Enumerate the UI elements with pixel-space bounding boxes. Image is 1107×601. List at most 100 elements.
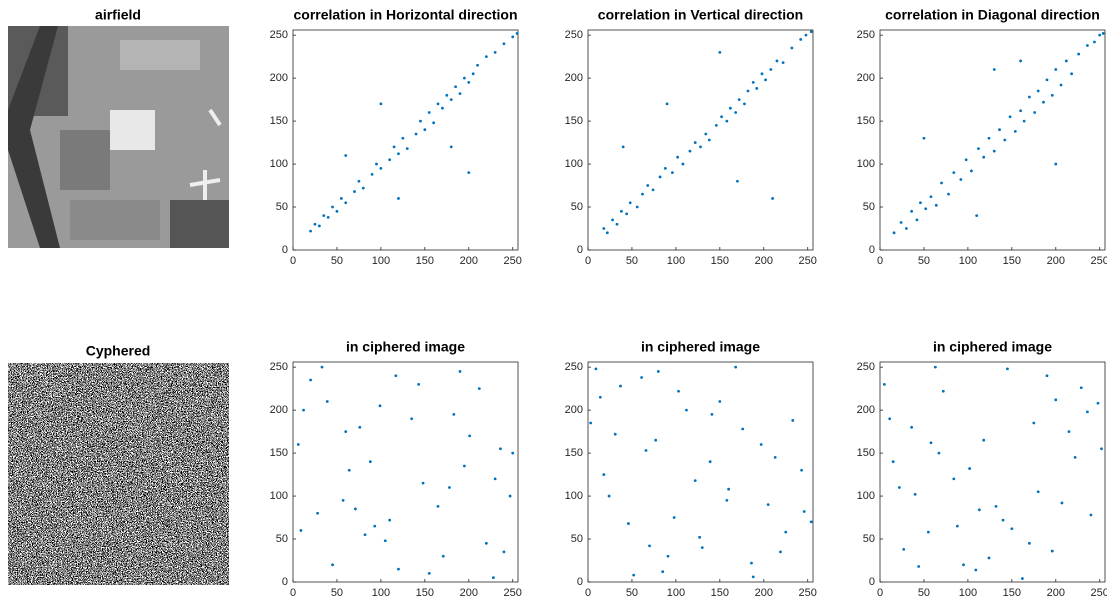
point: [397, 197, 400, 200]
point: [910, 425, 914, 429]
point: [751, 81, 755, 84]
point: [904, 227, 908, 230]
point: [1050, 549, 1054, 553]
x-tick-label: 100: [959, 255, 977, 267]
y-tick-label: 250: [565, 361, 583, 373]
point: [737, 98, 741, 102]
point: [296, 443, 300, 446]
y-tick-label: 200: [565, 404, 583, 416]
point: [397, 152, 400, 156]
x-tick-label: 150: [1003, 255, 1021, 267]
point: [602, 473, 606, 476]
point: [718, 400, 722, 403]
point: [502, 550, 506, 554]
x-tick-label: 0: [585, 587, 591, 599]
point: [317, 224, 321, 228]
x-tick-label: 50: [331, 255, 343, 267]
y-tick-label: 200: [270, 404, 288, 416]
point: [665, 102, 669, 106]
y-tick-label: 250: [270, 29, 288, 41]
y-tick-label: 0: [577, 244, 583, 256]
x-tick-label: 250: [1091, 587, 1107, 599]
point: [299, 529, 303, 532]
point: [728, 106, 732, 110]
point: [313, 222, 317, 226]
point: [452, 413, 456, 416]
point: [449, 145, 453, 149]
point: [992, 149, 996, 153]
point: [734, 365, 738, 369]
point: [734, 111, 738, 114]
y-tick-label: 250: [270, 361, 288, 373]
y-tick-label: 200: [270, 72, 288, 84]
point: [1019, 59, 1023, 63]
image-title: airfield: [95, 7, 141, 23]
point: [401, 136, 405, 140]
point: [449, 98, 453, 102]
point: [484, 55, 488, 59]
point: [964, 158, 968, 162]
chart-title: in ciphered image: [641, 339, 760, 355]
point: [755, 87, 759, 90]
point: [344, 430, 348, 434]
point: [771, 197, 774, 200]
point: [998, 128, 1001, 132]
point: [602, 227, 606, 230]
y-tick-label: 100: [270, 490, 288, 502]
point: [375, 162, 378, 166]
point: [809, 30, 813, 34]
y-tick-label: 0: [282, 576, 288, 588]
chart-title: in ciphered image: [933, 339, 1052, 355]
x-tick-label: 150: [711, 587, 729, 599]
point: [1086, 44, 1089, 47]
point: [704, 132, 708, 136]
point: [666, 554, 670, 558]
point: [1010, 527, 1014, 531]
point: [670, 171, 674, 175]
y-tick-label: 150: [565, 447, 583, 459]
point: [511, 451, 515, 455]
point: [1054, 398, 1058, 402]
point: [383, 539, 387, 543]
point: [1032, 421, 1036, 425]
point: [888, 417, 892, 421]
point: [1054, 162, 1058, 166]
point: [644, 449, 648, 452]
point: [809, 520, 813, 524]
point: [725, 119, 729, 123]
point: [656, 370, 660, 373]
point: [410, 417, 414, 421]
point: [648, 544, 651, 548]
y-tick-label: 50: [571, 533, 583, 545]
point: [1042, 100, 1045, 104]
point: [379, 102, 383, 106]
point: [358, 425, 362, 429]
point: [922, 136, 926, 140]
point: [628, 201, 632, 205]
point: [929, 441, 933, 445]
point: [344, 154, 348, 157]
point: [677, 389, 680, 393]
point: [676, 155, 680, 159]
point: [325, 400, 329, 403]
y-tick-label: 50: [276, 201, 288, 213]
point: [405, 147, 409, 150]
axes-box: [292, 29, 519, 251]
point: [975, 214, 979, 218]
point: [937, 451, 941, 455]
point: [397, 567, 400, 571]
point: [693, 141, 697, 144]
point: [1006, 367, 1009, 371]
point: [760, 72, 764, 76]
axes-box: [292, 361, 519, 583]
point: [363, 533, 367, 537]
point: [1036, 89, 1040, 93]
point: [354, 507, 357, 511]
point: [619, 384, 622, 388]
point: [1033, 111, 1037, 114]
point: [743, 102, 746, 106]
axes-box: [587, 361, 814, 583]
point: [1077, 52, 1081, 56]
y-tick-label: 0: [869, 576, 875, 588]
y-tick-label: 50: [863, 533, 875, 545]
